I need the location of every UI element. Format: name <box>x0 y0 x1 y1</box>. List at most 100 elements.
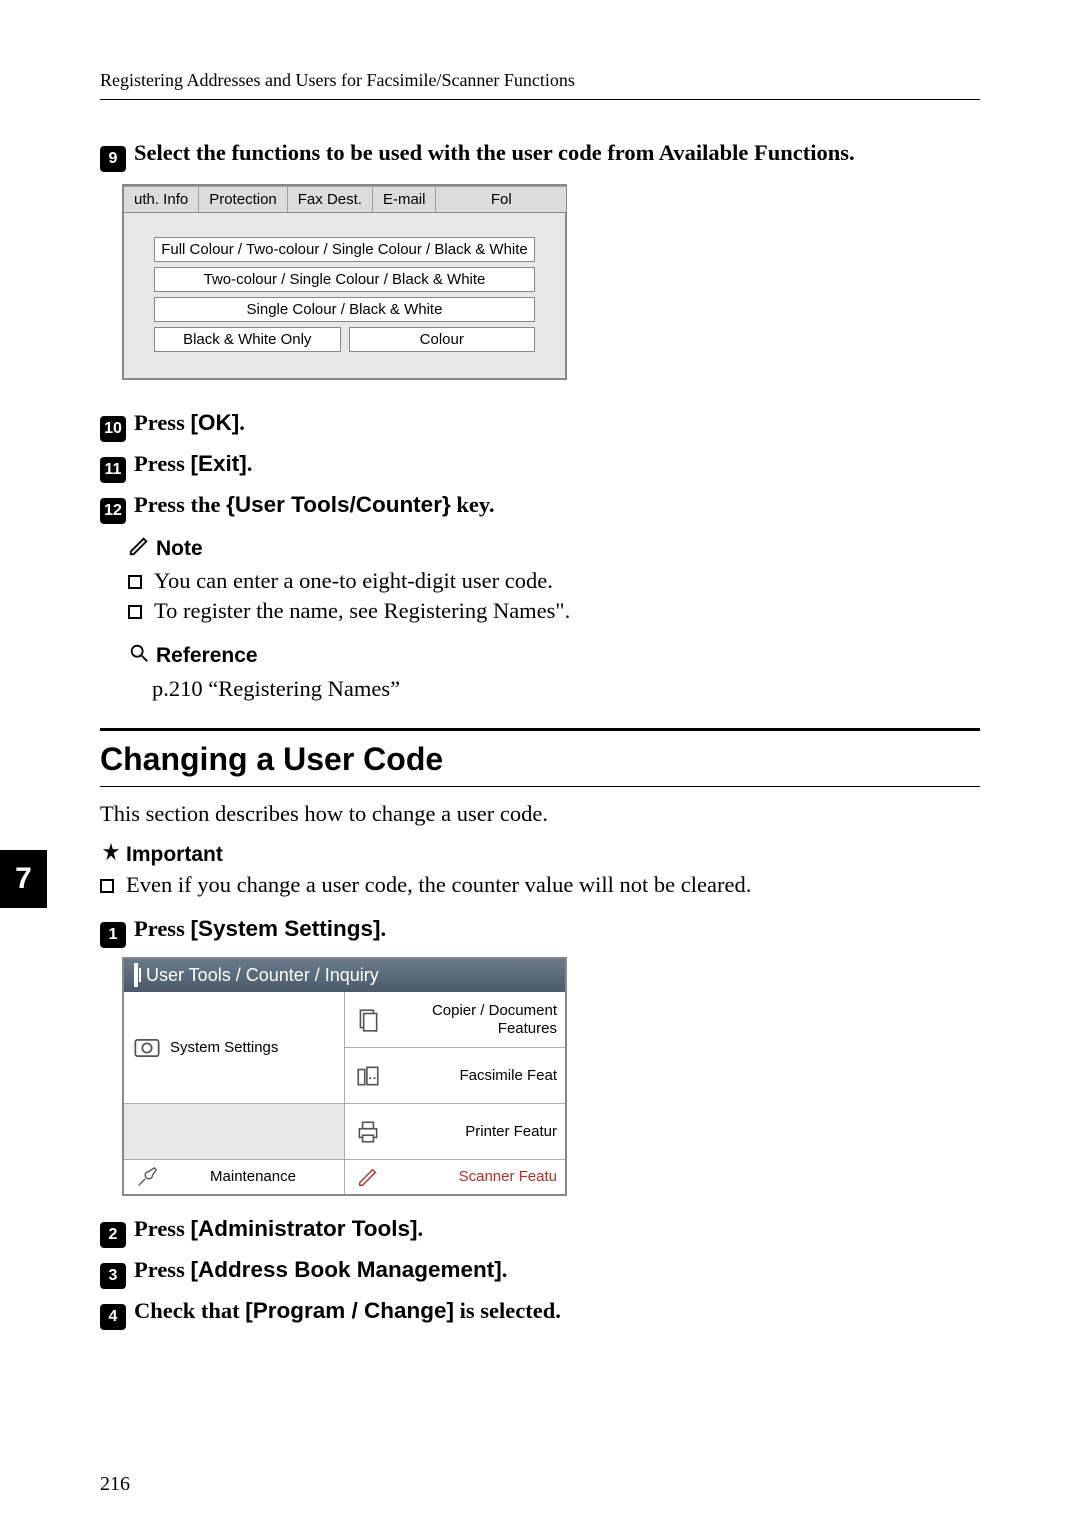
left-column: System Settings Maintenance <box>124 992 345 1194</box>
blank-cell <box>124 1104 344 1160</box>
label: Printer Featur <box>391 1123 557 1141</box>
label: Facsimile Feat <box>391 1067 557 1085</box>
printer-icon <box>353 1117 383 1147</box>
step-text: Check that [Program / Change] is selecte… <box>134 1298 561 1324</box>
note-heading: Note <box>128 535 980 562</box>
square-bullet-icon <box>128 605 142 619</box>
diamond-icon <box>134 965 138 986</box>
step-text: Select the functions to be used with the… <box>134 140 855 166</box>
maintenance-button[interactable]: Maintenance <box>124 1160 344 1194</box>
section-intro: This section describes how to change a u… <box>100 801 980 827</box>
t: . <box>381 916 387 941</box>
option-bw-only[interactable]: Black & White Only <box>154 327 341 352</box>
option-two-colour[interactable]: Two-colour / Single Colour / Black & Whi… <box>154 267 535 292</box>
step-number-badge: 10 <box>100 416 126 442</box>
facsimile-features-button[interactable]: Facsimile Feat <box>345 1048 565 1104</box>
important-heading: Important <box>100 841 980 868</box>
step-9: 9 Select the functions to be used with t… <box>100 140 980 169</box>
t: . <box>239 410 245 435</box>
t: [OK] <box>190 410 239 435</box>
section-rule-bottom <box>100 786 980 787</box>
t: Press <box>134 451 190 476</box>
gear-box-icon <box>132 1033 162 1063</box>
section-rule-top <box>100 728 980 731</box>
t: key. <box>451 492 495 517</box>
option-single-colour[interactable]: Single Colour / Black & White <box>154 297 535 322</box>
step-3: 3 Press [Address Book Management]. <box>100 1257 980 1286</box>
square-bullet-icon <box>128 575 142 589</box>
printer-features-button[interactable]: Printer Featur <box>345 1104 565 1160</box>
step-11: 11 Press [Exit]. <box>100 451 980 480</box>
t: [Administrator Tools] <box>190 1216 417 1241</box>
magnifier-icon <box>128 642 150 670</box>
reference-heading: Reference <box>128 642 980 670</box>
tab-fax-dest[interactable]: Fax Dest. <box>287 186 373 212</box>
t: Press <box>134 1257 190 1282</box>
chapter-tab: 7 <box>0 850 47 908</box>
t: . <box>247 451 253 476</box>
important-bullet: Even if you change a user code, the coun… <box>100 872 980 898</box>
tab-email[interactable]: E-mail <box>372 186 437 212</box>
tab-auth-info[interactable]: uth. Info <box>124 186 199 212</box>
step-text: Press [Address Book Management]. <box>134 1257 507 1283</box>
step-number-badge: 1 <box>100 922 126 948</box>
option-colour[interactable]: Colour <box>349 327 536 352</box>
t: [System Settings] <box>190 916 380 941</box>
panel-title-bar: User Tools / Counter / Inquiry <box>124 959 565 992</box>
reference-label: Reference <box>156 644 258 668</box>
tab-folder[interactable]: Fol <box>435 186 566 212</box>
label: Copier / Document Features <box>391 1002 557 1038</box>
note-label: Note <box>156 537 203 561</box>
t: [Address Book Management] <box>190 1257 501 1282</box>
tab-protection[interactable]: Protection <box>198 186 288 212</box>
wrench-icon <box>132 1162 162 1192</box>
note-bullet-1: You can enter a one-to eight-digit user … <box>128 568 980 594</box>
step-text: Press [Administrator Tools]. <box>134 1216 423 1242</box>
running-header: Registering Addresses and Users for Facs… <box>100 70 980 91</box>
t: [Program / Change] <box>245 1298 454 1323</box>
key-close: } <box>442 492 451 517</box>
square-bullet-icon <box>100 879 114 893</box>
user-tools-panel: User Tools / Counter / Inquiry System Se… <box>122 957 567 1196</box>
right-column: Copier / Document Features Facsimile Fea… <box>345 992 565 1194</box>
t: Press <box>134 916 190 941</box>
t: Press <box>134 1216 190 1241</box>
step-number-badge: 9 <box>100 146 126 172</box>
step-2: 2 Press [Administrator Tools]. <box>100 1216 980 1245</box>
note-bullet-2: To register the name, see Registering Na… <box>128 598 980 624</box>
fax-icon <box>353 1061 383 1091</box>
step-text: Press [System Settings]. <box>134 916 386 942</box>
copier-features-button[interactable]: Copier / Document Features <box>345 992 565 1048</box>
star-icon <box>100 841 122 868</box>
label: Maintenance <box>170 1168 336 1186</box>
t: User Tools/Counter <box>235 492 442 517</box>
step-number-badge: 3 <box>100 1263 126 1289</box>
bullet-text: You can enter a one-to eight-digit user … <box>154 568 553 594</box>
system-settings-button[interactable]: System Settings <box>124 992 344 1104</box>
page-number: 216 <box>100 1473 130 1496</box>
section-heading: Changing a User Code <box>100 741 980 778</box>
step-number-badge: 12 <box>100 498 126 524</box>
copier-icon <box>353 1005 383 1035</box>
important-label: Important <box>126 843 223 867</box>
step-12: 12 Press the {User Tools/Counter} key. <box>100 492 980 521</box>
header-rule <box>100 99 980 100</box>
step-number-badge: 2 <box>100 1222 126 1248</box>
option-full-colour[interactable]: Full Colour / Two-colour / Single Colour… <box>154 237 535 262</box>
label: System Settings <box>170 1039 336 1057</box>
reference-body: p.210 “Registering Names” <box>152 676 980 702</box>
t: Check that <box>134 1298 245 1323</box>
panel-title: User Tools / Counter / Inquiry <box>146 965 379 986</box>
options-area: Full Colour / Two-colour / Single Colour… <box>124 213 565 378</box>
t: Press <box>134 410 190 435</box>
label: Scanner Featu <box>391 1168 557 1186</box>
t: . <box>418 1216 424 1241</box>
step-number-badge: 11 <box>100 457 126 483</box>
available-functions-panel: uth. Info Protection Fax Dest. E-mail Fo… <box>122 184 567 380</box>
step-1: 1 Press [System Settings]. <box>100 916 980 945</box>
scanner-features-button[interactable]: Scanner Featu <box>345 1160 565 1194</box>
t: is selected. <box>454 1298 561 1323</box>
step-text: Press [Exit]. <box>134 451 252 477</box>
step-text: Press the {User Tools/Counter} key. <box>134 492 494 518</box>
scanner-icon <box>353 1162 383 1192</box>
